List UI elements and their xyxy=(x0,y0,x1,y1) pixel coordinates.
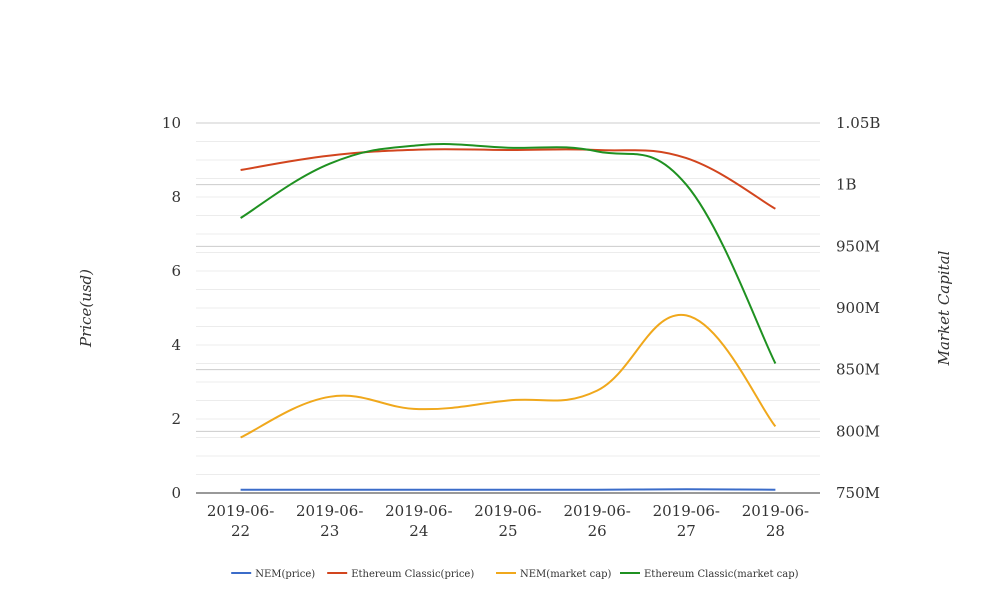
x-tick-label-line: 2019-06- xyxy=(385,502,452,520)
x-tick-label-line: 28 xyxy=(766,522,785,540)
x-tick-label-line: 2019-06- xyxy=(742,502,809,520)
x-tick-label-line: 2019-06- xyxy=(563,502,630,520)
series-line-nem-market-cap xyxy=(240,314,777,439)
grid-lines xyxy=(196,122,820,494)
x-tick-label: 2019-06- 22 xyxy=(207,502,274,540)
legend-label: Ethereum Classic(market cap) xyxy=(644,569,799,580)
y-tick-right: 750M xyxy=(836,484,880,502)
left-axis: 0 2 4 6 8 10 xyxy=(162,114,181,502)
legend: NEM(price) Ethereum Classic(price) NEM(mar… xyxy=(231,569,799,580)
x-tick-label: 2019-06- 24 xyxy=(385,502,452,540)
legend-item: NEM(market cap) xyxy=(496,569,612,580)
y-axis-left-title: Price(usd) xyxy=(77,269,95,348)
series-line-ethereum-classic-price xyxy=(240,148,776,210)
series-lines xyxy=(240,143,777,491)
x-tick-label-line: 2019-06- xyxy=(296,502,363,520)
y-tick-right: 1B xyxy=(836,176,857,194)
y-axis-right-title: Market Capital xyxy=(935,250,953,366)
x-tick-label-line: 26 xyxy=(588,522,607,540)
x-tick-label-line: 2019-06- xyxy=(653,502,720,520)
x-tick-label: 2019-06- 28 xyxy=(742,502,809,540)
series-line-ethereum-classic-market-cap xyxy=(240,143,777,364)
legend-item: Ethereum Classic(market cap) xyxy=(620,569,799,580)
legend-label: NEM(market cap) xyxy=(520,569,612,580)
legend-item: Ethereum Classic(price) xyxy=(327,569,474,580)
legend-label: Ethereum Classic(price) xyxy=(351,569,474,580)
x-tick-label-line: 22 xyxy=(231,522,250,540)
y-tick-left: 4 xyxy=(171,336,181,354)
y-tick-right: 950M xyxy=(836,237,880,255)
legend-label: NEM(price) xyxy=(255,569,315,580)
x-tick-label-line: 2019-06- xyxy=(207,502,274,520)
y-tick-right: 850M xyxy=(836,361,880,379)
right-axis: 750M 800M 850M 900M 950M 1B 1.05B xyxy=(836,114,880,502)
x-tick-label: 2019-06- 23 xyxy=(296,502,363,540)
y-tick-left: 0 xyxy=(171,484,181,502)
legend-item: NEM(price) xyxy=(231,569,315,580)
x-axis: 2019-06- 22 2019-06- 23 2019-06- 24 2019-06- 25… xyxy=(207,502,809,540)
x-tick-label: 2019-06- 26 xyxy=(563,502,630,540)
x-tick-label-line: 24 xyxy=(409,522,428,540)
x-tick-label: 2019-06- 25 xyxy=(474,502,541,540)
y-tick-right: 1.05B xyxy=(836,114,880,132)
x-tick-label-line: 25 xyxy=(498,522,517,540)
y-tick-right: 800M xyxy=(836,422,880,440)
y-tick-left: 8 xyxy=(171,188,181,206)
x-tick-label-line: 2019-06- xyxy=(474,502,541,520)
y-tick-left: 6 xyxy=(171,262,181,280)
y-tick-right: 900M xyxy=(836,299,880,317)
x-tick-label-line: 27 xyxy=(677,522,696,540)
y-tick-left: 2 xyxy=(171,410,181,428)
x-tick-label-line: 23 xyxy=(320,522,339,540)
y-tick-left: 10 xyxy=(162,114,181,132)
x-tick-label: 2019-06- 27 xyxy=(653,502,720,540)
